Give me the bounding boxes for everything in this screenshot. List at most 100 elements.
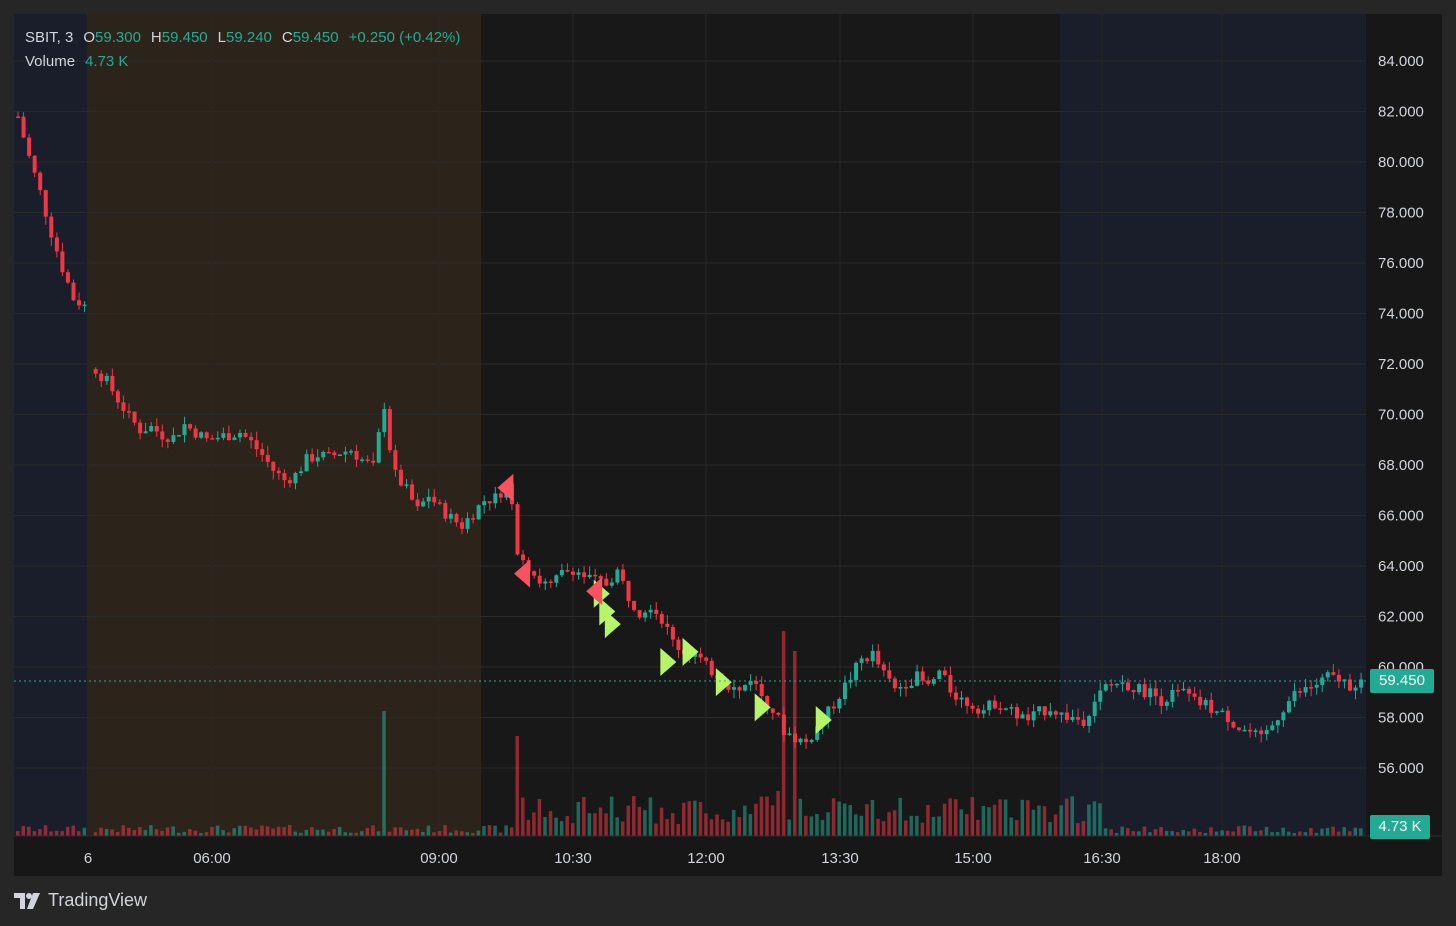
volume-bar — [1148, 832, 1152, 836]
candle-body — [1181, 688, 1186, 691]
volume-bar — [171, 826, 175, 836]
candle-body — [1048, 711, 1053, 716]
change-value: +0.250 (+0.42%) — [348, 29, 461, 46]
volume-bar — [665, 819, 669, 836]
volume-bar — [121, 825, 125, 836]
candle-body — [604, 578, 609, 586]
candle-body — [421, 501, 426, 507]
volume-bar — [410, 829, 414, 836]
volume-bar — [759, 796, 764, 836]
volume-bar — [1092, 801, 1097, 836]
volume-bar — [1231, 831, 1235, 836]
y-tick-label: 58.000 — [1378, 710, 1424, 727]
volume-bar — [620, 821, 625, 836]
candle-body — [127, 411, 131, 413]
volume-bar — [360, 831, 364, 836]
candle-body — [454, 514, 459, 523]
candle-body — [43, 190, 48, 217]
candle-body — [54, 237, 59, 252]
x-tick-label: 09:00 — [420, 850, 458, 867]
volume-bar — [1336, 831, 1341, 836]
volume-bar — [199, 832, 203, 836]
candle-body — [1248, 729, 1253, 732]
candle-body — [1087, 716, 1092, 726]
volume-bar — [643, 810, 647, 836]
candle-body — [1114, 683, 1119, 686]
volume-bar — [720, 819, 725, 836]
volume-bar — [1331, 826, 1335, 836]
volume-bar — [1209, 827, 1213, 836]
candle-body — [1131, 690, 1136, 693]
candle-body — [1175, 689, 1180, 692]
volume-bar — [310, 827, 314, 836]
candle-body — [460, 522, 464, 529]
candle-body — [1281, 712, 1286, 721]
volume-bar — [1353, 827, 1358, 836]
x-tick-label: 06:00 — [193, 850, 231, 867]
candle-body — [465, 518, 470, 529]
legend-symbol[interactable]: SBIT, 3 — [25, 29, 74, 46]
candle-body — [121, 402, 126, 412]
candle-body — [931, 679, 936, 684]
volume-bar — [604, 813, 608, 836]
volume-bar — [215, 825, 220, 836]
candle-body — [382, 409, 387, 433]
volume-bar — [776, 791, 780, 836]
tradingview-logo[interactable]: TradingView — [14, 890, 147, 911]
volume-bar — [1087, 804, 1091, 836]
volume-bar — [1031, 809, 1036, 836]
candle-body — [199, 432, 204, 438]
candle-body — [221, 433, 226, 438]
candle-body — [471, 518, 476, 520]
volume-bar — [559, 821, 564, 836]
x-tick-label: 12:00 — [687, 850, 725, 867]
volume-bar — [376, 831, 381, 836]
session-backgrounds — [14, 14, 1366, 836]
volume-bar — [354, 832, 359, 836]
candle-body — [620, 569, 625, 581]
time-axis[interactable]: 6 06:00 09:00 10:30 12:00 13:30 15:00 16:30 18:0… — [84, 850, 1241, 867]
volume-bar — [1126, 828, 1130, 836]
candle-body — [1170, 689, 1175, 702]
candle-body — [293, 473, 298, 484]
buy-signal-marker — [599, 597, 616, 626]
volume-bar — [1175, 832, 1180, 836]
chart-frame[interactable]: 84.000 82.000 80.000 78.000 76.000 74.000 72.0… — [14, 14, 1442, 876]
volume-bar — [1015, 820, 1019, 836]
candle-body — [765, 696, 770, 709]
candle-body — [93, 369, 98, 374]
candle-body — [1053, 711, 1058, 715]
candle-body — [826, 706, 831, 722]
volume-bar — [287, 825, 292, 836]
candle-body — [1286, 701, 1291, 713]
volume-bar — [682, 802, 686, 836]
candle-body — [16, 116, 20, 119]
candle-body — [559, 570, 564, 576]
volume-bar — [1237, 826, 1241, 836]
candle-body — [1298, 691, 1303, 693]
volume-bar — [27, 826, 31, 836]
candle-body — [809, 739, 814, 743]
high-value: 59.450 — [161, 29, 208, 46]
volume-bar — [1325, 827, 1330, 836]
candle-body — [410, 484, 415, 500]
candle-body — [759, 683, 764, 697]
candle-body — [487, 501, 492, 504]
price-axis[interactable]: 84.000 82.000 80.000 78.000 76.000 74.000 72.0… — [1378, 53, 1424, 777]
chart-canvas[interactable]: 84.000 82.000 80.000 78.000 76.000 74.000 72.0… — [14, 14, 1442, 876]
volume-bar — [332, 828, 336, 836]
candle-body — [582, 572, 587, 577]
volume-label[interactable]: Volume — [25, 53, 76, 70]
volume-bar — [299, 832, 303, 836]
candle-body — [854, 662, 859, 680]
candle-body — [1314, 684, 1319, 688]
volume-bar — [798, 798, 803, 836]
volume-bar — [926, 805, 930, 836]
candle-body — [815, 726, 820, 740]
candle-body — [776, 712, 781, 715]
volume-bar — [1026, 800, 1030, 836]
volume-bar — [571, 823, 575, 836]
candle-body — [859, 658, 864, 663]
candle-body — [498, 493, 503, 498]
candle-body — [953, 692, 958, 700]
